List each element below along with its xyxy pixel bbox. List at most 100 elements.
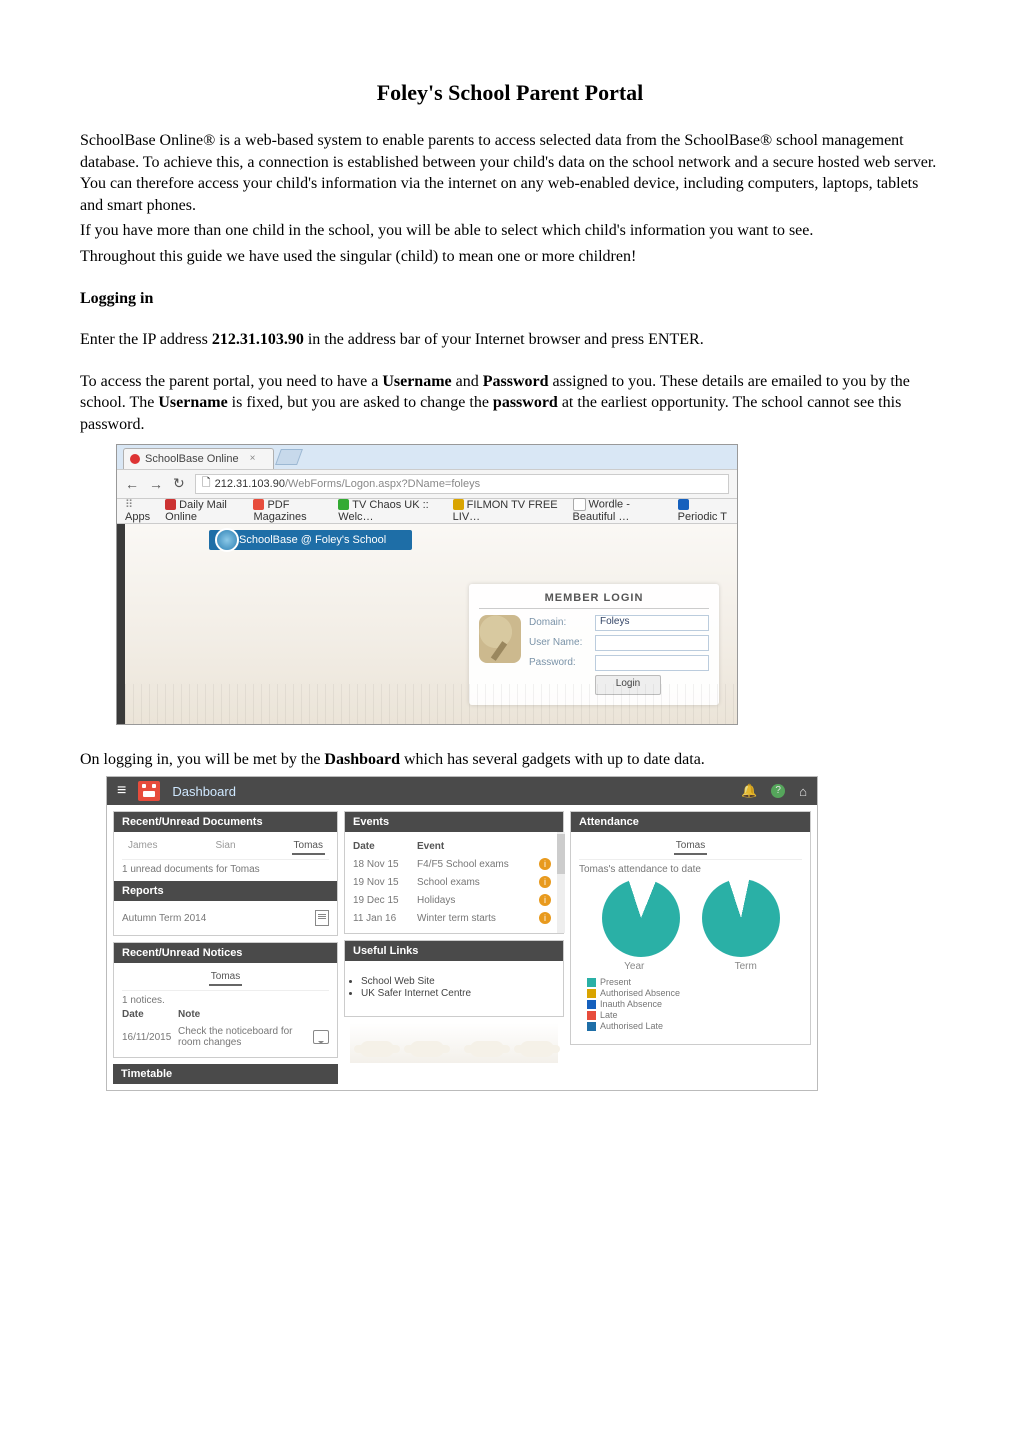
legend-swatch <box>587 989 596 998</box>
access-instruction: To access the parent portal, you need to… <box>80 371 940 436</box>
legend-item: Inauth Absence <box>587 999 794 1009</box>
tab-title: SchoolBase Online <box>145 453 239 465</box>
attendance-card: Attendance Tomas Tomas's attendance to d… <box>570 811 811 1045</box>
text: Username <box>158 394 227 411</box>
report-row[interactable]: Autumn Term 2014 <box>122 913 206 924</box>
pie-label: Term <box>735 961 757 972</box>
scrollbar[interactable] <box>557 832 565 933</box>
decoration-strip <box>350 1023 558 1063</box>
event-date: 19 Nov 15 <box>353 877 411 888</box>
home-icon[interactable]: ⌂ <box>799 784 807 799</box>
address-bar[interactable]: 🗋 212.31.103.90/WebForms/Logon.aspx?DNam… <box>195 474 729 494</box>
bookmark-item[interactable]: Periodic T <box>678 499 729 523</box>
note-icon[interactable] <box>313 1030 329 1044</box>
column-header: Note <box>178 1009 315 1020</box>
notice-date: 16/11/2015 <box>122 1032 178 1043</box>
login-screenshot: SchoolBase Online × ← → ↻ 🗋 212.31.103.9… <box>116 444 738 725</box>
help-icon[interactable]: ? <box>771 784 785 798</box>
legend-item: Authorised Absence <box>587 988 794 998</box>
password-label: Password: <box>529 657 591 668</box>
info-icon[interactable]: i <box>539 876 551 888</box>
close-icon[interactable]: × <box>250 453 256 464</box>
text: Dashboard <box>324 751 400 768</box>
tab-tomas[interactable]: Tomas <box>674 838 707 855</box>
legend-label: Inauth Absence <box>600 999 662 1009</box>
bookmark-item[interactable]: TV Chaos UK :: Welc… <box>338 499 442 523</box>
legend-item: Authorised Late <box>587 1021 794 1031</box>
silhouette-decoration <box>117 684 737 724</box>
event-row[interactable]: 18 Nov 15 F4/F5 School exams i <box>353 855 555 873</box>
tab-sian[interactable]: Sian <box>213 838 237 855</box>
forward-icon[interactable]: → <box>149 476 163 492</box>
password-input[interactable] <box>595 655 709 671</box>
menu-icon[interactable]: ≡ <box>117 782 126 800</box>
bookmark-item[interactable]: Wordle - Beautiful … <box>573 498 668 523</box>
document-icon[interactable] <box>315 910 329 926</box>
dashboard-instruction: On logging in, you will be met by the Da… <box>80 749 940 771</box>
bookmark-item[interactable]: PDF Magazines <box>253 499 328 523</box>
column-header: Date <box>122 1009 178 1020</box>
column-header: Event <box>417 841 533 852</box>
username-input[interactable] <box>595 635 709 651</box>
card-header: Reports <box>114 881 337 901</box>
events-card: Events Date Event 18 Nov 15 F4/F5 School… <box>344 811 564 934</box>
dashboard-screenshot: ≡ Dashboard 🔔 ? ⌂ Recent/Unread Document… <box>106 776 818 1091</box>
column-header: Date <box>353 841 411 852</box>
info-icon[interactable]: i <box>539 912 551 924</box>
apps-button[interactable]: ⠿ Apps <box>125 498 155 523</box>
attendance-pie-term <box>702 879 780 957</box>
timetable-header: Timetable <box>113 1064 338 1084</box>
text: To access the parent portal, you need to… <box>80 373 382 390</box>
event-name: F4/F5 School exams <box>417 859 533 870</box>
event-name: Winter term starts <box>417 913 533 924</box>
legend-label: Present <box>600 977 631 987</box>
legend-label: Authorised Absence <box>600 988 680 998</box>
text: password <box>493 394 558 411</box>
browser-toolbar: ← → ↻ 🗋 212.31.103.90/WebForms/Logon.asp… <box>117 469 737 499</box>
legend-label: Authorised Late <box>600 1021 663 1031</box>
favicon-icon <box>130 454 140 464</box>
text: which has several gadgets with up to dat… <box>400 751 705 768</box>
bookmarks-bar: ⠿ Apps Daily Mail Online PDF Magazines T… <box>117 499 737 524</box>
domain-input[interactable]: Foleys <box>595 615 709 631</box>
login-page: SchoolBase @ Foley's School MEMBER LOGIN… <box>117 524 737 724</box>
recent-documents-card: Recent/Unread Documents James Sian Tomas… <box>113 811 338 936</box>
recent-notices-card: Recent/Unread Notices Tomas 1 notices. D… <box>113 942 338 1058</box>
reload-icon[interactable]: ↻ <box>173 475 185 492</box>
useful-link[interactable]: School Web Site <box>361 976 555 987</box>
text: Enter the IP address <box>80 331 212 348</box>
pie-label: Year <box>624 961 644 972</box>
info-icon[interactable]: i <box>539 858 551 870</box>
event-date: 11 Jan 16 <box>353 913 411 924</box>
useful-link[interactable]: UK Safer Internet Centre <box>361 988 555 999</box>
tab-tomas[interactable]: Tomas <box>292 838 325 855</box>
card-header: Attendance <box>571 812 810 832</box>
new-tab-button[interactable] <box>275 449 303 465</box>
bookmark-item[interactable]: Daily Mail Online <box>165 499 243 523</box>
browser-tab[interactable]: SchoolBase Online × <box>123 448 274 469</box>
app-logo-icon <box>138 781 160 801</box>
event-row[interactable]: 11 Jan 16 Winter term starts i <box>353 909 555 927</box>
schoolbase-banner: SchoolBase @ Foley's School <box>209 530 412 550</box>
event-date: 19 Dec 15 <box>353 895 411 906</box>
legend-item: Present <box>587 977 794 987</box>
legend-swatch <box>587 978 596 987</box>
notice-text: Check the noticeboard for room changes <box>178 1026 313 1048</box>
notice-row[interactable]: 16/11/2015 Check the noticeboard for roo… <box>122 1023 329 1051</box>
event-row[interactable]: 19 Nov 15 School exams i <box>353 873 555 891</box>
info-icon[interactable]: i <box>539 894 551 906</box>
legend-swatch <box>587 1022 596 1031</box>
browser-tab-row: SchoolBase Online × <box>117 445 737 469</box>
logging-in-heading: Logging in <box>80 288 940 310</box>
bell-icon[interactable]: 🔔 <box>741 783 757 799</box>
tab-james[interactable]: James <box>126 838 159 855</box>
text: Password <box>483 373 549 390</box>
text: and <box>452 373 483 390</box>
text: Username <box>382 373 451 390</box>
legend-swatch <box>587 1011 596 1020</box>
tab-tomas[interactable]: Tomas <box>209 969 242 986</box>
bookmark-item[interactable]: FILMON TV FREE LIV… <box>453 499 563 523</box>
back-icon[interactable]: ← <box>125 476 139 492</box>
event-row[interactable]: 19 Dec 15 Holidays i <box>353 891 555 909</box>
useful-links-card: Useful Links School Web Site UK Safer In… <box>344 940 564 1017</box>
